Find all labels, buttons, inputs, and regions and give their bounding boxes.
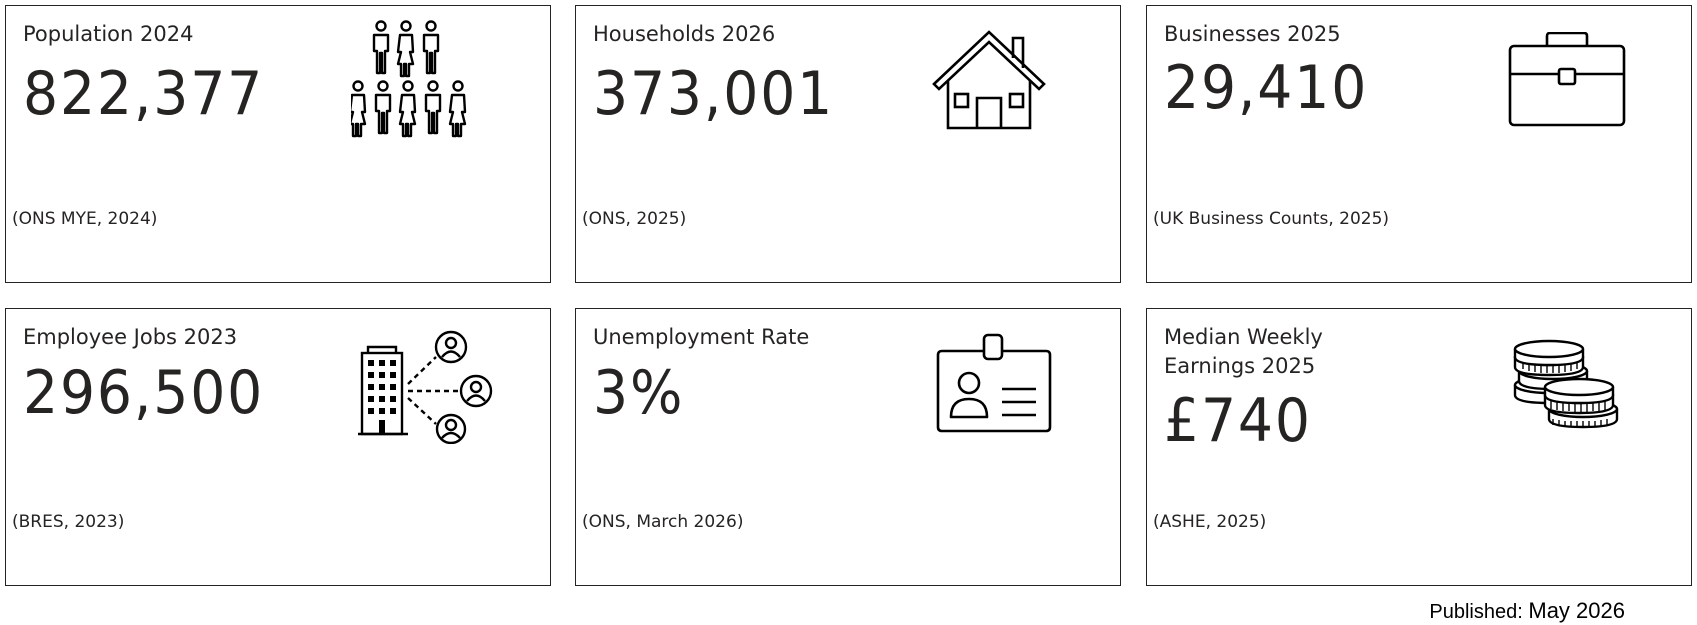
card-value: 29,410 [1164, 53, 1369, 123]
card-source: (ONS, March 2026) [582, 512, 744, 532]
coins-icon [1511, 335, 1621, 435]
card-businesses: Businesses 2025 29,410 (UK Business Coun… [1146, 5, 1692, 283]
card-value: 822,377 [23, 59, 265, 129]
office-building-network-icon [356, 329, 496, 444]
card-title: Households 2026 [593, 22, 776, 46]
card-value: 373,001 [593, 59, 835, 129]
card-source: (ASHE, 2025) [1153, 512, 1267, 532]
published-footer: Published: May 2026 [1429, 598, 1625, 625]
card-title: Unemployment Rate [593, 325, 810, 349]
published-date: May 2026 [1528, 598, 1625, 623]
card-population: Population 2024 822,377 [5, 5, 551, 283]
card-value: 296,500 [23, 358, 265, 428]
card-source: (BRES, 2023) [12, 512, 125, 532]
card-unemployment-rate: Unemployment Rate 3% (ONS, March 2026) [575, 308, 1121, 586]
card-title: Businesses 2025 [1164, 22, 1341, 46]
card-source: (ONS MYE, 2024) [12, 209, 158, 229]
card-source: (ONS, 2025) [582, 209, 687, 229]
briefcase-icon [1507, 32, 1627, 128]
house-icon [931, 28, 1056, 138]
card-title: Population 2024 [23, 22, 194, 46]
card-title: Median Weekly Earnings 2025 [1164, 325, 1323, 378]
id-badge-icon [934, 333, 1054, 435]
card-value: 3% [593, 358, 685, 428]
card-title: Employee Jobs 2023 [23, 325, 238, 349]
card-value: £740 [1164, 386, 1312, 456]
card-employee-jobs: Employee Jobs 2023 296,500 [5, 308, 551, 586]
card-source: (UK Business Counts, 2025) [1153, 209, 1390, 229]
card-median-weekly-earnings: Median Weekly Earnings 2025 £740 [1146, 308, 1692, 586]
card-households: Households 2026 373,001 (ONS, 2025) [575, 5, 1121, 283]
people-group-icon [351, 18, 491, 143]
published-label: Published: [1429, 601, 1523, 623]
